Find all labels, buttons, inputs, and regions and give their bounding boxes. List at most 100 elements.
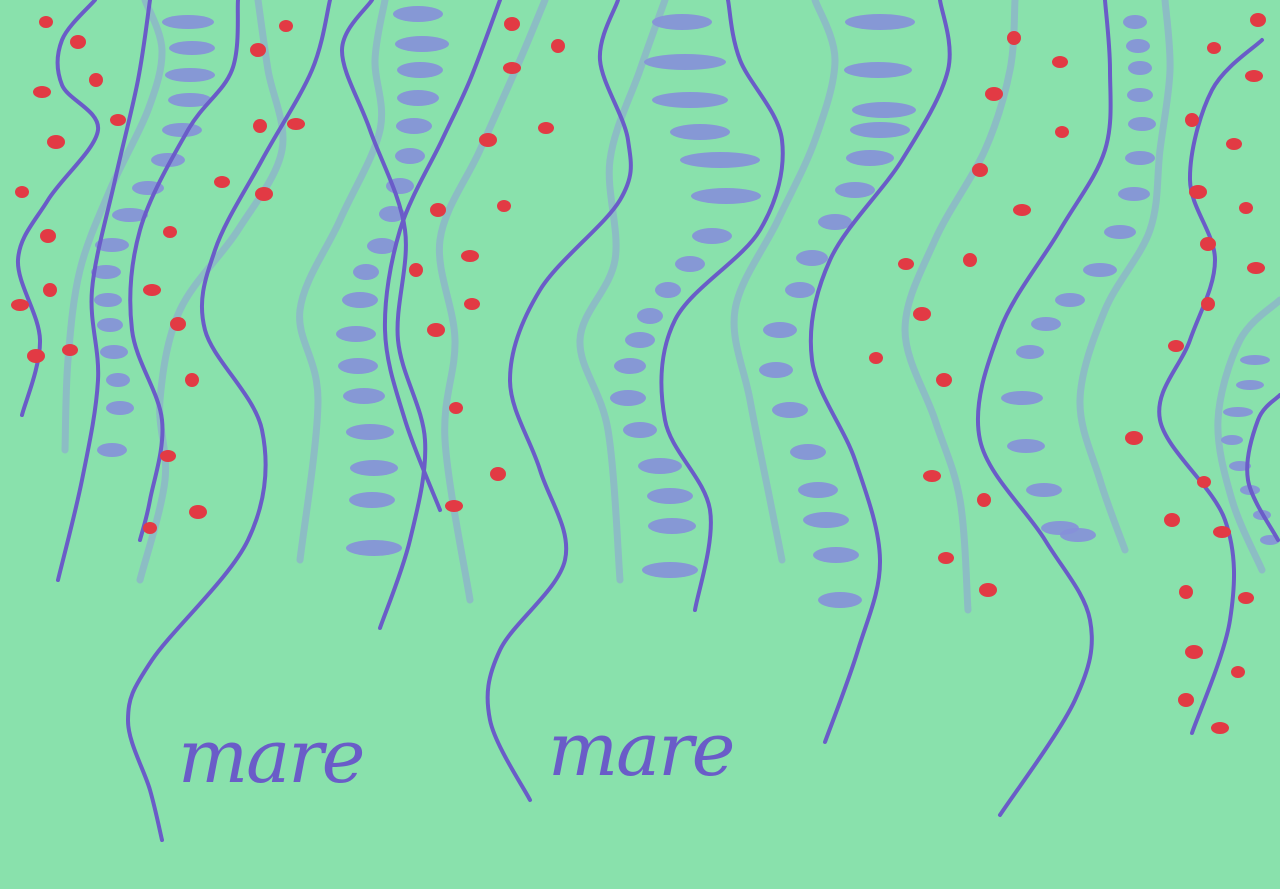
dash-mark xyxy=(680,152,760,168)
dash-mark xyxy=(818,592,862,608)
dash-mark xyxy=(803,512,849,528)
dash-mark xyxy=(652,92,728,108)
dash-mark xyxy=(846,150,894,166)
red-dot xyxy=(255,187,273,201)
dark-wave-line xyxy=(56,0,152,582)
red-dot xyxy=(1211,722,1229,734)
dash-mark xyxy=(691,188,761,204)
red-dot xyxy=(985,87,1003,101)
dash-mark xyxy=(813,547,859,563)
dash-mark xyxy=(637,308,663,324)
red-dot xyxy=(1168,340,1184,352)
red-dot xyxy=(160,450,176,462)
red-dot xyxy=(1052,56,1068,68)
red-dot xyxy=(1197,476,1211,488)
red-dot xyxy=(1125,431,1143,445)
red-dot xyxy=(1200,237,1216,251)
red-dot xyxy=(430,203,446,217)
dash-mark xyxy=(670,124,730,140)
dash-mark xyxy=(835,182,875,198)
red-dot xyxy=(40,229,56,243)
dark-wave-line xyxy=(1157,38,1264,735)
red-dot xyxy=(1239,202,1253,214)
dash-mark xyxy=(1236,380,1264,390)
dash-mark xyxy=(1221,435,1243,445)
red-dot xyxy=(39,16,53,28)
dash-mark xyxy=(675,256,705,272)
dark-wave-line xyxy=(339,0,428,630)
red-dot xyxy=(143,522,157,534)
red-dot xyxy=(287,118,305,130)
dash-mark xyxy=(342,292,378,308)
dash-mark xyxy=(648,518,696,534)
dash-mark xyxy=(169,41,215,55)
red-dot xyxy=(1250,13,1266,27)
red-dot xyxy=(913,307,931,321)
dash-mark xyxy=(1126,39,1150,53)
light-wave-line xyxy=(296,0,389,564)
dark-wave-line xyxy=(1245,393,1280,542)
dash-mark xyxy=(763,322,797,338)
red-dot xyxy=(538,122,554,134)
dash-mark xyxy=(1055,293,1085,307)
red-dot xyxy=(170,317,186,331)
red-dot xyxy=(143,284,161,296)
dash-mark xyxy=(692,228,732,244)
dash-mark xyxy=(1060,528,1096,542)
red-dot xyxy=(1164,513,1180,527)
dark-wave-line xyxy=(15,0,101,417)
dash-mark xyxy=(1026,483,1062,497)
dark-wave-line xyxy=(125,0,332,842)
dash-mark xyxy=(346,424,394,440)
dash-mark xyxy=(397,62,443,78)
red-dot xyxy=(977,493,991,507)
red-dot xyxy=(214,176,230,188)
red-dot xyxy=(1179,585,1193,599)
red-dot xyxy=(15,186,29,198)
red-dot xyxy=(1013,204,1031,216)
dash-mark xyxy=(1125,151,1155,165)
dash-mark xyxy=(353,264,379,280)
dash-mark xyxy=(852,102,916,118)
dash-mark xyxy=(1127,88,1153,102)
dash-mark xyxy=(798,482,838,498)
dash-mark xyxy=(162,123,202,137)
red-dot xyxy=(43,283,57,297)
dash-mark xyxy=(106,401,134,415)
dash-mark xyxy=(655,282,681,298)
dash-mark xyxy=(1016,345,1044,359)
dash-mark xyxy=(379,206,405,222)
dash-mark xyxy=(625,332,655,348)
dash-mark xyxy=(644,54,726,70)
dash-mark xyxy=(395,148,425,164)
red-dot xyxy=(33,86,51,98)
red-dot xyxy=(972,163,988,177)
word-mare-right: mare xyxy=(548,707,733,793)
dash-mark xyxy=(1128,117,1156,131)
dash-mark xyxy=(759,362,793,378)
dash-mark xyxy=(168,93,212,107)
dash-mark xyxy=(844,62,912,78)
red-dot xyxy=(427,323,445,337)
red-dot xyxy=(1207,42,1221,54)
dash-mark xyxy=(850,122,910,138)
red-dot xyxy=(189,505,207,519)
dark-wave-line xyxy=(382,0,502,512)
red-dot xyxy=(504,17,520,31)
dark-wave-line xyxy=(659,0,785,612)
dash-mark xyxy=(367,238,397,254)
red-dot xyxy=(1245,70,1263,82)
dash-mark xyxy=(393,6,443,22)
red-dot xyxy=(938,552,954,564)
red-dots xyxy=(11,13,1266,734)
dash-mark xyxy=(1083,263,1117,277)
dash-mark xyxy=(95,238,129,252)
dash-mark xyxy=(112,208,148,222)
dark-wave-line xyxy=(975,0,1113,817)
light-wave-line xyxy=(576,0,669,584)
dash-mark xyxy=(772,402,808,418)
dark-wave-line xyxy=(808,0,952,744)
dash-mark xyxy=(151,153,185,167)
dash-mark xyxy=(162,15,214,29)
red-dot xyxy=(479,133,497,147)
